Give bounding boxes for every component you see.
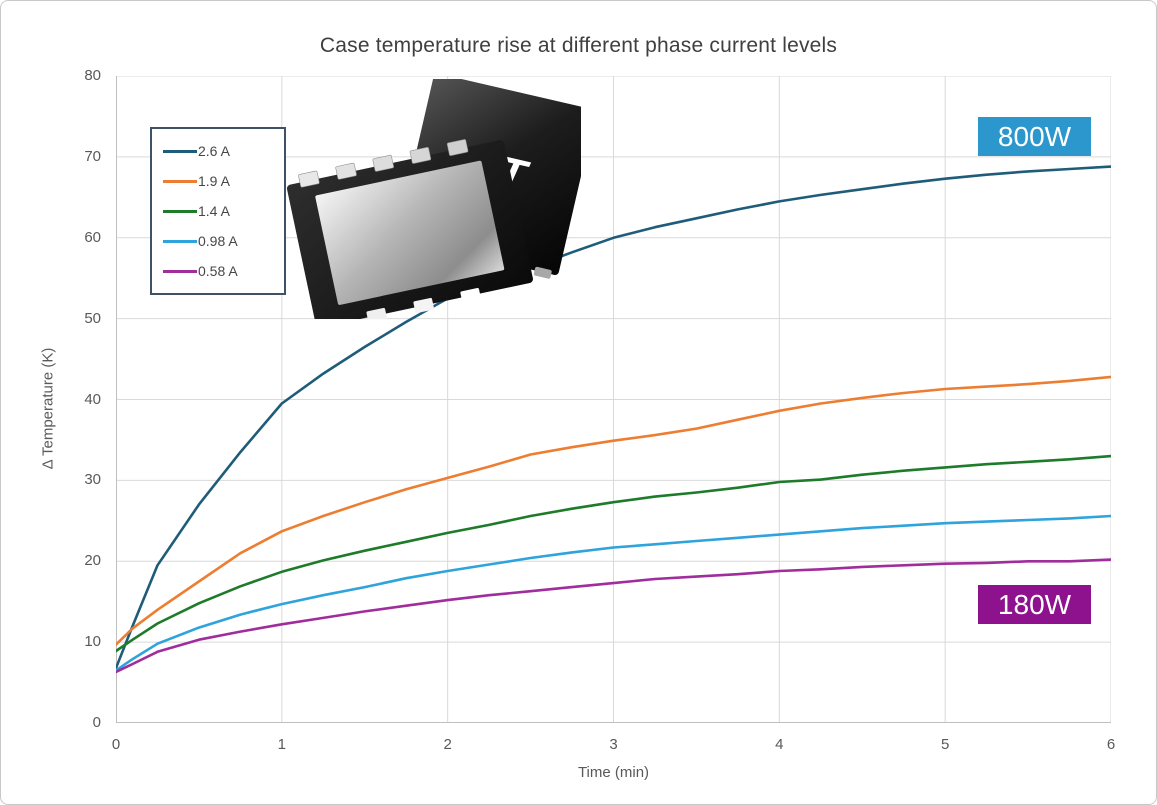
y-tick-label: 30	[84, 471, 101, 489]
legend: 2.6 A 1.9 A 1.4 A 0.98 A 0.58 A	[150, 127, 286, 295]
legend-item: 1.4 A	[163, 196, 284, 226]
legend-swatch-0-58a	[163, 269, 197, 273]
legend-swatch-2-6a	[163, 149, 197, 153]
power-badge-180w: 180W	[978, 585, 1091, 624]
legend-swatch-0-98a	[163, 239, 197, 243]
legend-item: 1.9 A	[163, 166, 284, 196]
chart-title: Case temperature rise at different phase…	[319, 34, 838, 57]
x-tick-label: 1	[277, 736, 286, 753]
y-tick-label: 0	[92, 714, 101, 731]
chip-package-photo: ST	[286, 79, 581, 319]
legend-item: 2.6 A	[163, 136, 284, 166]
y-tick-label: 10	[84, 633, 101, 651]
power-badge-800w: 800W	[978, 117, 1091, 156]
x-tick-label: 6	[1106, 736, 1116, 753]
x-tick-label: 0	[111, 736, 121, 753]
legend-swatch-1-4a	[163, 209, 197, 213]
y-tick-label: 70	[84, 147, 101, 165]
legend-label: 0.98 A	[198, 233, 238, 249]
x-axis-title: Time (min)	[577, 764, 650, 781]
y-tick-label: 80	[84, 67, 101, 84]
x-tick-label: 5	[940, 736, 950, 753]
legend-label: 2.6 A	[198, 143, 230, 159]
legend-label: 0.58 A	[198, 263, 238, 279]
y-tick-label: 50	[84, 309, 101, 327]
y-tick-label: 20	[84, 552, 101, 570]
x-tick-label: 4	[775, 736, 784, 753]
x-tick-label: 3	[609, 736, 618, 753]
y-tick-label: 60	[84, 228, 101, 246]
legend-item: 0.98 A	[163, 226, 284, 256]
legend-swatch-1-9a	[163, 179, 197, 183]
y-tick-label: 40	[84, 390, 101, 408]
x-tick-label: 2	[443, 736, 452, 753]
legend-label: 1.9 A	[198, 173, 230, 189]
legend-item: 0.58 A	[163, 256, 284, 286]
chip-bottom-view	[286, 139, 533, 319]
legend-label: 1.4 A	[198, 203, 230, 219]
